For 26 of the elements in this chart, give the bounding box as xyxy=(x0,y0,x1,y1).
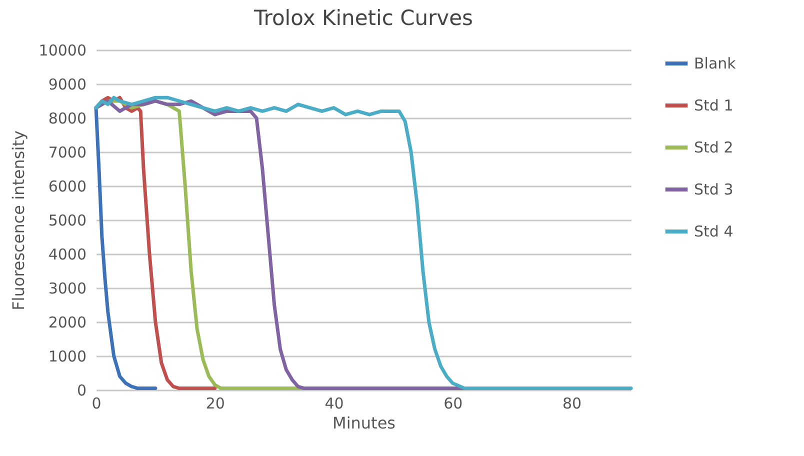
x-axis-title: Minutes xyxy=(332,414,396,432)
y-tick-label: 4000 xyxy=(48,246,86,264)
x-tick-label: 0 xyxy=(92,394,102,412)
y-tick-label: 9000 xyxy=(48,76,86,94)
y-tick-label: 1000 xyxy=(48,348,86,366)
x-tick-label: 80 xyxy=(562,394,582,412)
x-tick-label: 20 xyxy=(206,394,225,412)
y-tick-label: 10000 xyxy=(38,42,86,60)
legend-label: Std 4 xyxy=(694,222,734,240)
y-tick-label: 7000 xyxy=(48,144,86,162)
legend-label: Std 3 xyxy=(694,180,734,198)
line-series xyxy=(94,96,633,390)
chart-title: Trolox Kinetic Curves xyxy=(253,6,473,30)
legend-label: Std 2 xyxy=(694,138,734,156)
y-tick-label: 8000 xyxy=(48,110,86,128)
x-tick-label: 60 xyxy=(444,394,463,412)
line-series xyxy=(94,106,158,390)
legend-label: Std 1 xyxy=(694,96,734,114)
y-tick-label: 0 xyxy=(76,382,86,400)
y-tick-label: 3000 xyxy=(48,280,86,298)
y-tick-label: 6000 xyxy=(48,178,86,196)
legend-label: Blank xyxy=(694,54,736,72)
y-axis-title: Fluorescence intensity xyxy=(8,130,28,310)
y-tick-label: 2000 xyxy=(48,314,86,332)
x-tick-label: 40 xyxy=(324,394,344,412)
y-tick-label: 5000 xyxy=(48,212,86,230)
